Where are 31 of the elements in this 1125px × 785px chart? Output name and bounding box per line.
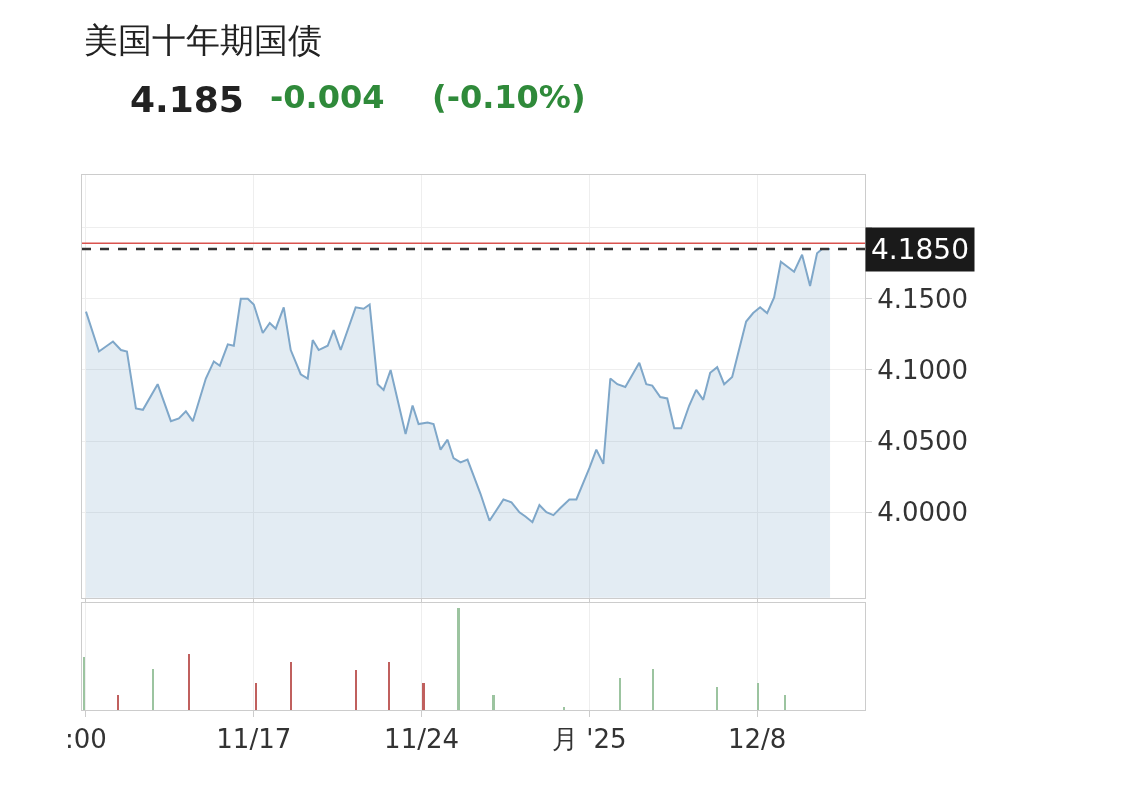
y-tick-label: 4.0000 — [877, 497, 969, 528]
bar — [290, 662, 292, 710]
chart-title: 美国十年期国债 — [84, 20, 322, 60]
bar — [716, 687, 718, 710]
bar — [388, 662, 390, 710]
y-tick-label: 4.1000 — [877, 355, 969, 386]
bar — [563, 707, 565, 710]
bar — [355, 670, 357, 710]
bar — [784, 695, 786, 710]
ref-line-label: 4.1850 — [871, 233, 969, 266]
chart-subtitle: 4.185 — [130, 79, 244, 120]
text: (-0.10%) — [432, 78, 586, 116]
bar — [492, 695, 495, 710]
bar — [619, 678, 621, 710]
bar — [757, 683, 759, 710]
bar — [255, 683, 257, 710]
bar — [152, 669, 154, 710]
bar — [652, 669, 654, 710]
bar — [188, 654, 190, 710]
x-tick-label: 12/8 — [727, 724, 787, 755]
bar — [422, 683, 425, 710]
text: -0.004 — [270, 78, 385, 116]
bar — [117, 695, 119, 710]
y-tick-label: 4.0500 — [877, 426, 969, 457]
bar — [83, 657, 85, 710]
x-tick-label: :00 — [65, 724, 107, 755]
x-tick-label: 月 '25 — [552, 724, 627, 755]
x-tick-label: 11/17 — [216, 724, 292, 755]
bar — [457, 608, 460, 710]
x-tick-label: 11/24 — [384, 724, 460, 755]
y-tick-label: 4.1500 — [877, 283, 969, 314]
